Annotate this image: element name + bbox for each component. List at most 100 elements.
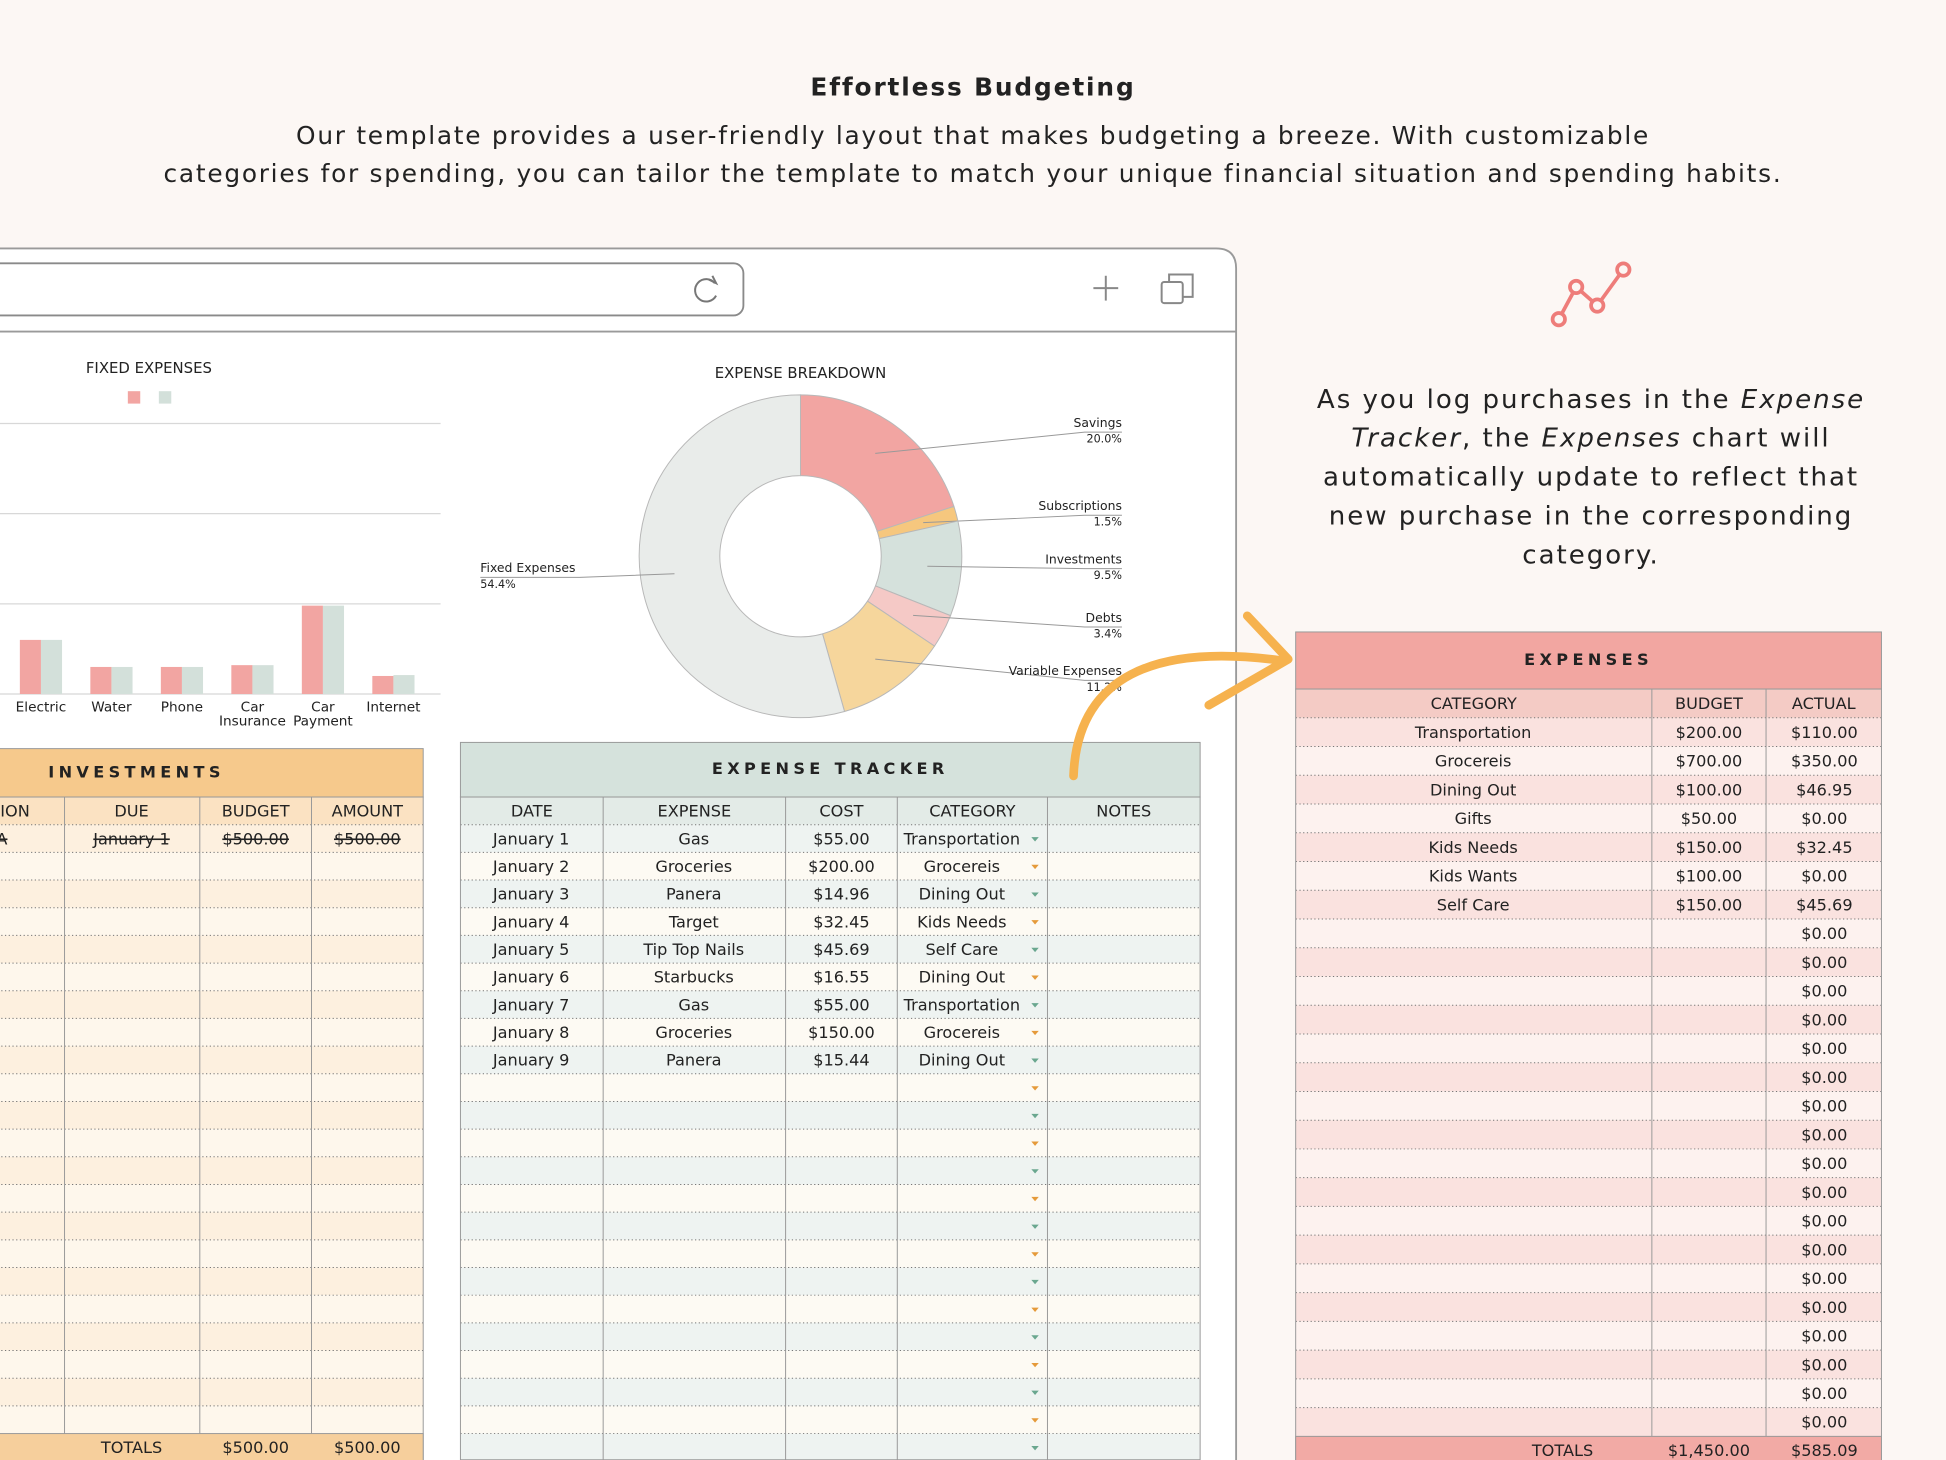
tabs-button[interactable] <box>1160 273 1194 305</box>
cell: Groceries <box>655 1023 732 1042</box>
table-row <box>0 1129 424 1157</box>
cell: Transportation <box>1414 723 1531 742</box>
table-row <box>1295 918 1882 948</box>
dropdown-arrow <box>1031 1086 1039 1091</box>
cell: January 8 <box>492 1023 570 1042</box>
cell: $350.00 <box>1791 752 1858 771</box>
table-row <box>460 1129 1201 1157</box>
cell: Dining Out <box>1430 780 1516 799</box>
cell: $0.00 <box>1801 1298 1847 1317</box>
dropdown-arrow <box>1031 947 1039 953</box>
cell: $16.55 <box>813 968 869 987</box>
leader-line <box>923 514 1122 524</box>
slice-value-label: 54.4% <box>480 578 515 591</box>
table-row <box>0 1212 424 1240</box>
table-row <box>0 1184 424 1213</box>
cell: $32.45 <box>813 912 869 931</box>
totals-cell: TOTALS <box>100 1438 162 1457</box>
cell: $0.00 <box>1801 953 1847 972</box>
cell: $0.00 <box>1801 1154 1847 1173</box>
dropdown-arrow <box>1031 1030 1039 1036</box>
dropdown-arrow <box>1031 1003 1039 1008</box>
new-tab-button[interactable] <box>1093 275 1119 301</box>
x-tick-label: Electric <box>16 700 67 716</box>
side-text-line: category. <box>1522 540 1660 570</box>
table-row <box>460 1018 1201 1047</box>
table-row <box>0 1101 424 1130</box>
table-row <box>1295 1062 1882 1092</box>
cell: Starbucks <box>654 968 734 987</box>
cell: January 4 <box>492 912 570 931</box>
investments-table: INVESTMENTS ION DUE BUDGET AMOUNT A January 1 $… <box>0 748 424 1460</box>
dropdown-arrow <box>1031 1196 1039 1202</box>
table-row <box>1295 1378 1882 1408</box>
table-row <box>0 1350 424 1379</box>
cell: $150.00 <box>1676 838 1743 857</box>
dropdown-arrow <box>1031 837 1039 842</box>
leader-line <box>927 565 1122 570</box>
table-title: INVESTMENTS <box>48 762 225 781</box>
table-row <box>0 1073 424 1102</box>
slice-value-label: 3.4% <box>1094 627 1122 640</box>
side-text-segment: automatically update to reflect that <box>1323 462 1859 492</box>
totals-row <box>1295 1435 1882 1460</box>
legend-swatch <box>127 391 141 404</box>
cell: Panera <box>666 1051 722 1070</box>
cell: $0.00 <box>1801 1097 1847 1116</box>
table-row <box>1295 804 1882 833</box>
x-tick-label-line: Car <box>241 700 265 716</box>
table-row <box>0 1267 424 1296</box>
cell: Grocereis <box>1435 752 1512 771</box>
cell: Tip Top Nails <box>642 940 744 959</box>
cell: Kids Needs <box>1428 838 1517 857</box>
arrow <box>1069 651 1286 781</box>
cell: $32.45 <box>1796 838 1852 857</box>
chart-icon <box>1550 261 1632 328</box>
cell: Kids Needs <box>917 912 1006 931</box>
slice-label: Investments <box>1045 551 1122 566</box>
table-row <box>1295 1263 1882 1293</box>
dropdown-arrow <box>1031 1224 1039 1229</box>
bar <box>111 666 133 695</box>
table-row <box>1295 832 1882 862</box>
side-text-segment: Expense <box>1741 384 1865 414</box>
table-row <box>0 852 424 881</box>
cell: January 6 <box>492 968 570 987</box>
cell: Grocereis <box>924 1023 1001 1042</box>
table-row <box>1295 1235 1882 1264</box>
cell: Panera <box>666 885 722 904</box>
slice-label: Subscriptions <box>1038 498 1122 513</box>
cell: $46.95 <box>1796 780 1852 799</box>
reload-button[interactable] <box>694 275 719 303</box>
bar <box>252 665 274 695</box>
leader-line <box>480 573 675 578</box>
slice-value-label: 9.5% <box>1094 569 1122 582</box>
bar <box>40 639 63 695</box>
table-row <box>1295 746 1882 776</box>
side-text-line: As you log purchases in the Expense <box>1317 384 1865 414</box>
table-row <box>460 935 1201 964</box>
table-row <box>0 1156 424 1185</box>
cell: Groceries <box>655 857 732 876</box>
slice-label: Variable Expenses <box>1009 663 1122 678</box>
table-row <box>1295 1177 1882 1207</box>
cell: $0.00 <box>1801 924 1847 943</box>
table-row <box>0 963 424 991</box>
x-tick-label-line: Car <box>311 700 335 716</box>
slice-label: Savings <box>1073 415 1121 430</box>
header-description: Our template provides a user-friendly la… <box>296 121 1650 150</box>
cell: $0.00 <box>1801 1355 1847 1374</box>
cell: $0.00 <box>1801 1183 1847 1202</box>
cell: $45.69 <box>1796 895 1852 914</box>
cell: $100.00 <box>1676 867 1743 886</box>
x-tick-label-line: Payment <box>293 713 353 729</box>
table-row <box>1295 1120 1882 1149</box>
column-header: EXPENSE <box>658 802 732 821</box>
bar <box>19 639 41 695</box>
cell: $0.00 <box>1801 1125 1847 1144</box>
table-row <box>460 1239 1201 1268</box>
totals-cell: $585.09 <box>1791 1441 1858 1460</box>
dropdown-arrow <box>1031 1113 1039 1119</box>
address-bar[interactable] <box>0 262 745 317</box>
